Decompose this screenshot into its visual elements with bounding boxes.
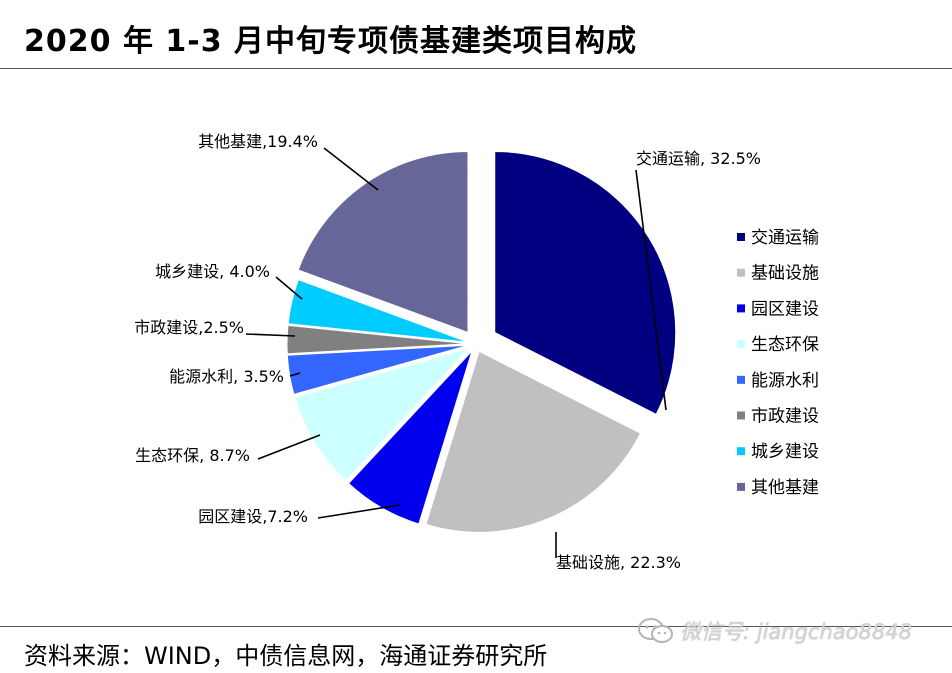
- legend-label-1: 交通运输: [751, 228, 819, 248]
- pie-slice-4: [294, 347, 471, 482]
- pie-slice-1: [494, 150, 677, 416]
- slice-label-4: 生态环保, 8.7%: [135, 446, 250, 465]
- slice-labels: 交通运输, 32.5% 基础设施, 22.3% 园区建设,7.2% 生态环保, 8.7…: [134, 132, 761, 572]
- legend-label-7: 城乡建设: [751, 442, 819, 462]
- legend-swatch-8: [737, 482, 745, 491]
- legend-label-2: 基础设施: [751, 264, 819, 284]
- watermark: 微信号: jiangchao8848: [636, 614, 948, 648]
- legend-label-3: 园区建设: [751, 299, 819, 319]
- pie-slice-2: [425, 350, 642, 533]
- legend-swatch-5: [737, 375, 745, 384]
- slice-label-3: 园区建设,7.2%: [198, 507, 308, 526]
- leader-lines: [245, 147, 667, 558]
- legend-swatch-2: [737, 268, 745, 277]
- chart-title: 2020 年 1-3 月中旬专项债基建类项目构成: [24, 24, 638, 59]
- leader-line-4: [257, 434, 321, 460]
- wechat-icon: [638, 618, 673, 643]
- leader-line-5: [289, 372, 301, 377]
- slice-label-6: 市政建设,2.5%: [134, 318, 244, 337]
- pie-slice-6: [286, 324, 469, 355]
- legend-swatch-7: [737, 447, 745, 456]
- pie-slice-8: [297, 151, 469, 334]
- legend-swatch-1: [737, 233, 745, 241]
- legend-swatch-4: [737, 340, 745, 349]
- leader-line-6: [245, 333, 296, 337]
- legend-label-5: 能源水利: [751, 371, 819, 391]
- source-note: 资料来源：WIND，中债信息网，海通证券研究所: [24, 642, 548, 670]
- slice-label-8: 其他基建,19.4%: [198, 132, 318, 151]
- slice-label-5: 能源水利, 3.5%: [169, 367, 284, 386]
- slice-label-7: 城乡建设, 4.0%: [155, 262, 270, 281]
- legend-swatch-6: [737, 411, 745, 420]
- legend-swatch-3: [737, 304, 745, 313]
- footer-divider: [0, 626, 952, 627]
- watermark-text: 微信号: jiangchao8848: [680, 620, 912, 644]
- leader-line-1: [635, 169, 667, 411]
- slice-label-2: 基础设施, 22.3%: [556, 553, 681, 572]
- pie-slices: [286, 150, 677, 533]
- slice-label-1: 交通运输, 32.5%: [636, 149, 761, 168]
- leader-line-7: [275, 276, 303, 300]
- legend-label-4: 生态环保: [751, 335, 819, 355]
- legend-label-8: 其他基建: [751, 478, 819, 498]
- pie-slice-7: [287, 278, 469, 343]
- leader-line-8: [323, 147, 379, 191]
- pie-chart: 交通运输, 32.5% 基础设施, 22.3% 园区建设,7.2% 生态环保, 8.7…: [134, 132, 819, 572]
- leader-line-3: [317, 504, 401, 519]
- title-divider: [0, 68, 952, 69]
- pie-slice-5: [286, 344, 469, 396]
- legend-label-6: 市政建设: [751, 407, 819, 427]
